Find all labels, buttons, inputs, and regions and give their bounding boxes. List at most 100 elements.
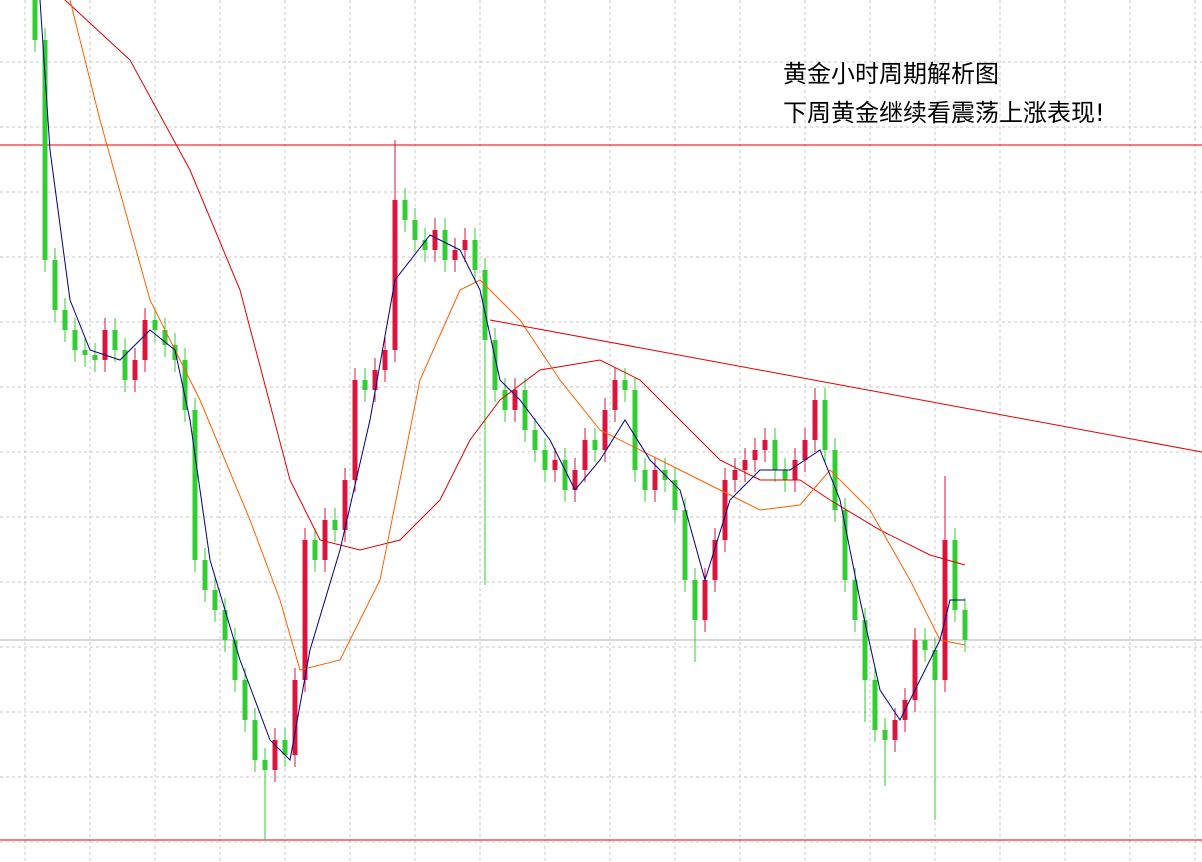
candle-body <box>912 640 918 700</box>
candle-body <box>542 450 548 470</box>
candle-body <box>432 230 438 250</box>
candle-body <box>962 610 968 640</box>
candle-body <box>822 400 828 450</box>
candle-body <box>722 480 728 540</box>
candle-body <box>572 470 578 490</box>
candle-body <box>62 310 68 330</box>
annotation: 黄金小时周期解析图 <box>783 60 999 88</box>
moving-average <box>39 0 965 762</box>
candle-body <box>762 440 768 450</box>
candle-body <box>322 520 328 560</box>
candle-body <box>192 410 198 560</box>
candle-body <box>692 580 698 620</box>
candle-body <box>602 410 608 450</box>
candle-body <box>282 740 288 755</box>
candle-body <box>122 350 128 380</box>
candle-body <box>872 680 878 730</box>
candle-body <box>782 470 788 480</box>
candle-body <box>952 540 958 610</box>
candle-body <box>92 355 98 360</box>
candle-body <box>252 720 258 760</box>
candle-body <box>382 350 388 370</box>
candle-body <box>582 440 588 470</box>
candle-body <box>682 510 688 580</box>
candle-body <box>752 450 758 460</box>
candle-body <box>482 270 488 340</box>
candle-body <box>182 360 188 410</box>
candle-body <box>462 240 468 250</box>
candle-body <box>112 330 118 350</box>
candle-body <box>152 320 158 330</box>
candle-body <box>202 560 208 590</box>
candle-body <box>502 390 508 410</box>
candle-body <box>162 330 168 345</box>
candle-body <box>82 350 88 355</box>
candle-body <box>42 40 48 260</box>
candle-body <box>882 730 888 740</box>
candle-body <box>312 540 318 560</box>
candle-body <box>862 620 868 680</box>
candle-body <box>562 460 568 490</box>
candle-body <box>652 470 658 490</box>
candle-body <box>642 470 648 490</box>
candle-body <box>362 380 368 390</box>
candle-body <box>352 380 358 480</box>
candle-body <box>342 480 348 530</box>
candle-body <box>452 250 458 260</box>
candle-body <box>712 540 718 580</box>
candle-body <box>302 540 308 680</box>
candle-body <box>732 470 738 480</box>
candle-body <box>522 390 528 430</box>
trend-line <box>489 319 1202 453</box>
candle-body <box>422 240 428 250</box>
candle-body <box>772 440 778 470</box>
candle-body <box>792 460 798 480</box>
candle-body <box>552 460 558 470</box>
candle-body <box>742 460 748 470</box>
candle-body <box>222 610 228 640</box>
candle-body <box>512 390 518 410</box>
candle-body <box>392 200 398 350</box>
candle-body <box>532 430 538 450</box>
candle-body <box>372 370 378 390</box>
candle-body <box>612 380 618 410</box>
candle-body <box>852 580 858 620</box>
candle-body <box>262 760 268 770</box>
moving-average <box>64 0 966 566</box>
candle-body <box>442 230 448 260</box>
candle-body <box>32 0 38 40</box>
moving-average <box>69 0 966 671</box>
candle-body <box>72 330 78 350</box>
candle-body <box>832 450 838 510</box>
candle-body <box>402 200 408 220</box>
candle-body <box>132 360 138 380</box>
annotation: 下周黄金继续看震荡上涨表现! <box>783 99 1105 127</box>
candle-body <box>672 480 678 510</box>
candle-body <box>332 520 338 530</box>
candle-body <box>842 510 848 580</box>
candle-body <box>472 240 478 270</box>
candle-body <box>52 260 58 310</box>
candle-body <box>622 380 628 390</box>
candle-body <box>412 220 418 240</box>
candle-body <box>592 440 598 450</box>
candle-body <box>802 440 808 460</box>
candle-body <box>212 590 218 610</box>
candle-body <box>142 320 148 360</box>
candle-body <box>632 390 638 470</box>
candle-body <box>942 540 948 680</box>
candle-body <box>102 330 108 360</box>
candle-body <box>292 680 298 755</box>
candle-body <box>892 720 898 740</box>
candle-body <box>242 680 248 720</box>
candle-body <box>922 640 928 650</box>
candle-body <box>812 400 818 440</box>
candle-body <box>172 345 178 360</box>
candle-body <box>702 580 708 620</box>
candle-body <box>232 640 238 680</box>
candle-body <box>272 740 278 770</box>
candle-body <box>492 340 498 390</box>
candle-body <box>932 650 938 680</box>
